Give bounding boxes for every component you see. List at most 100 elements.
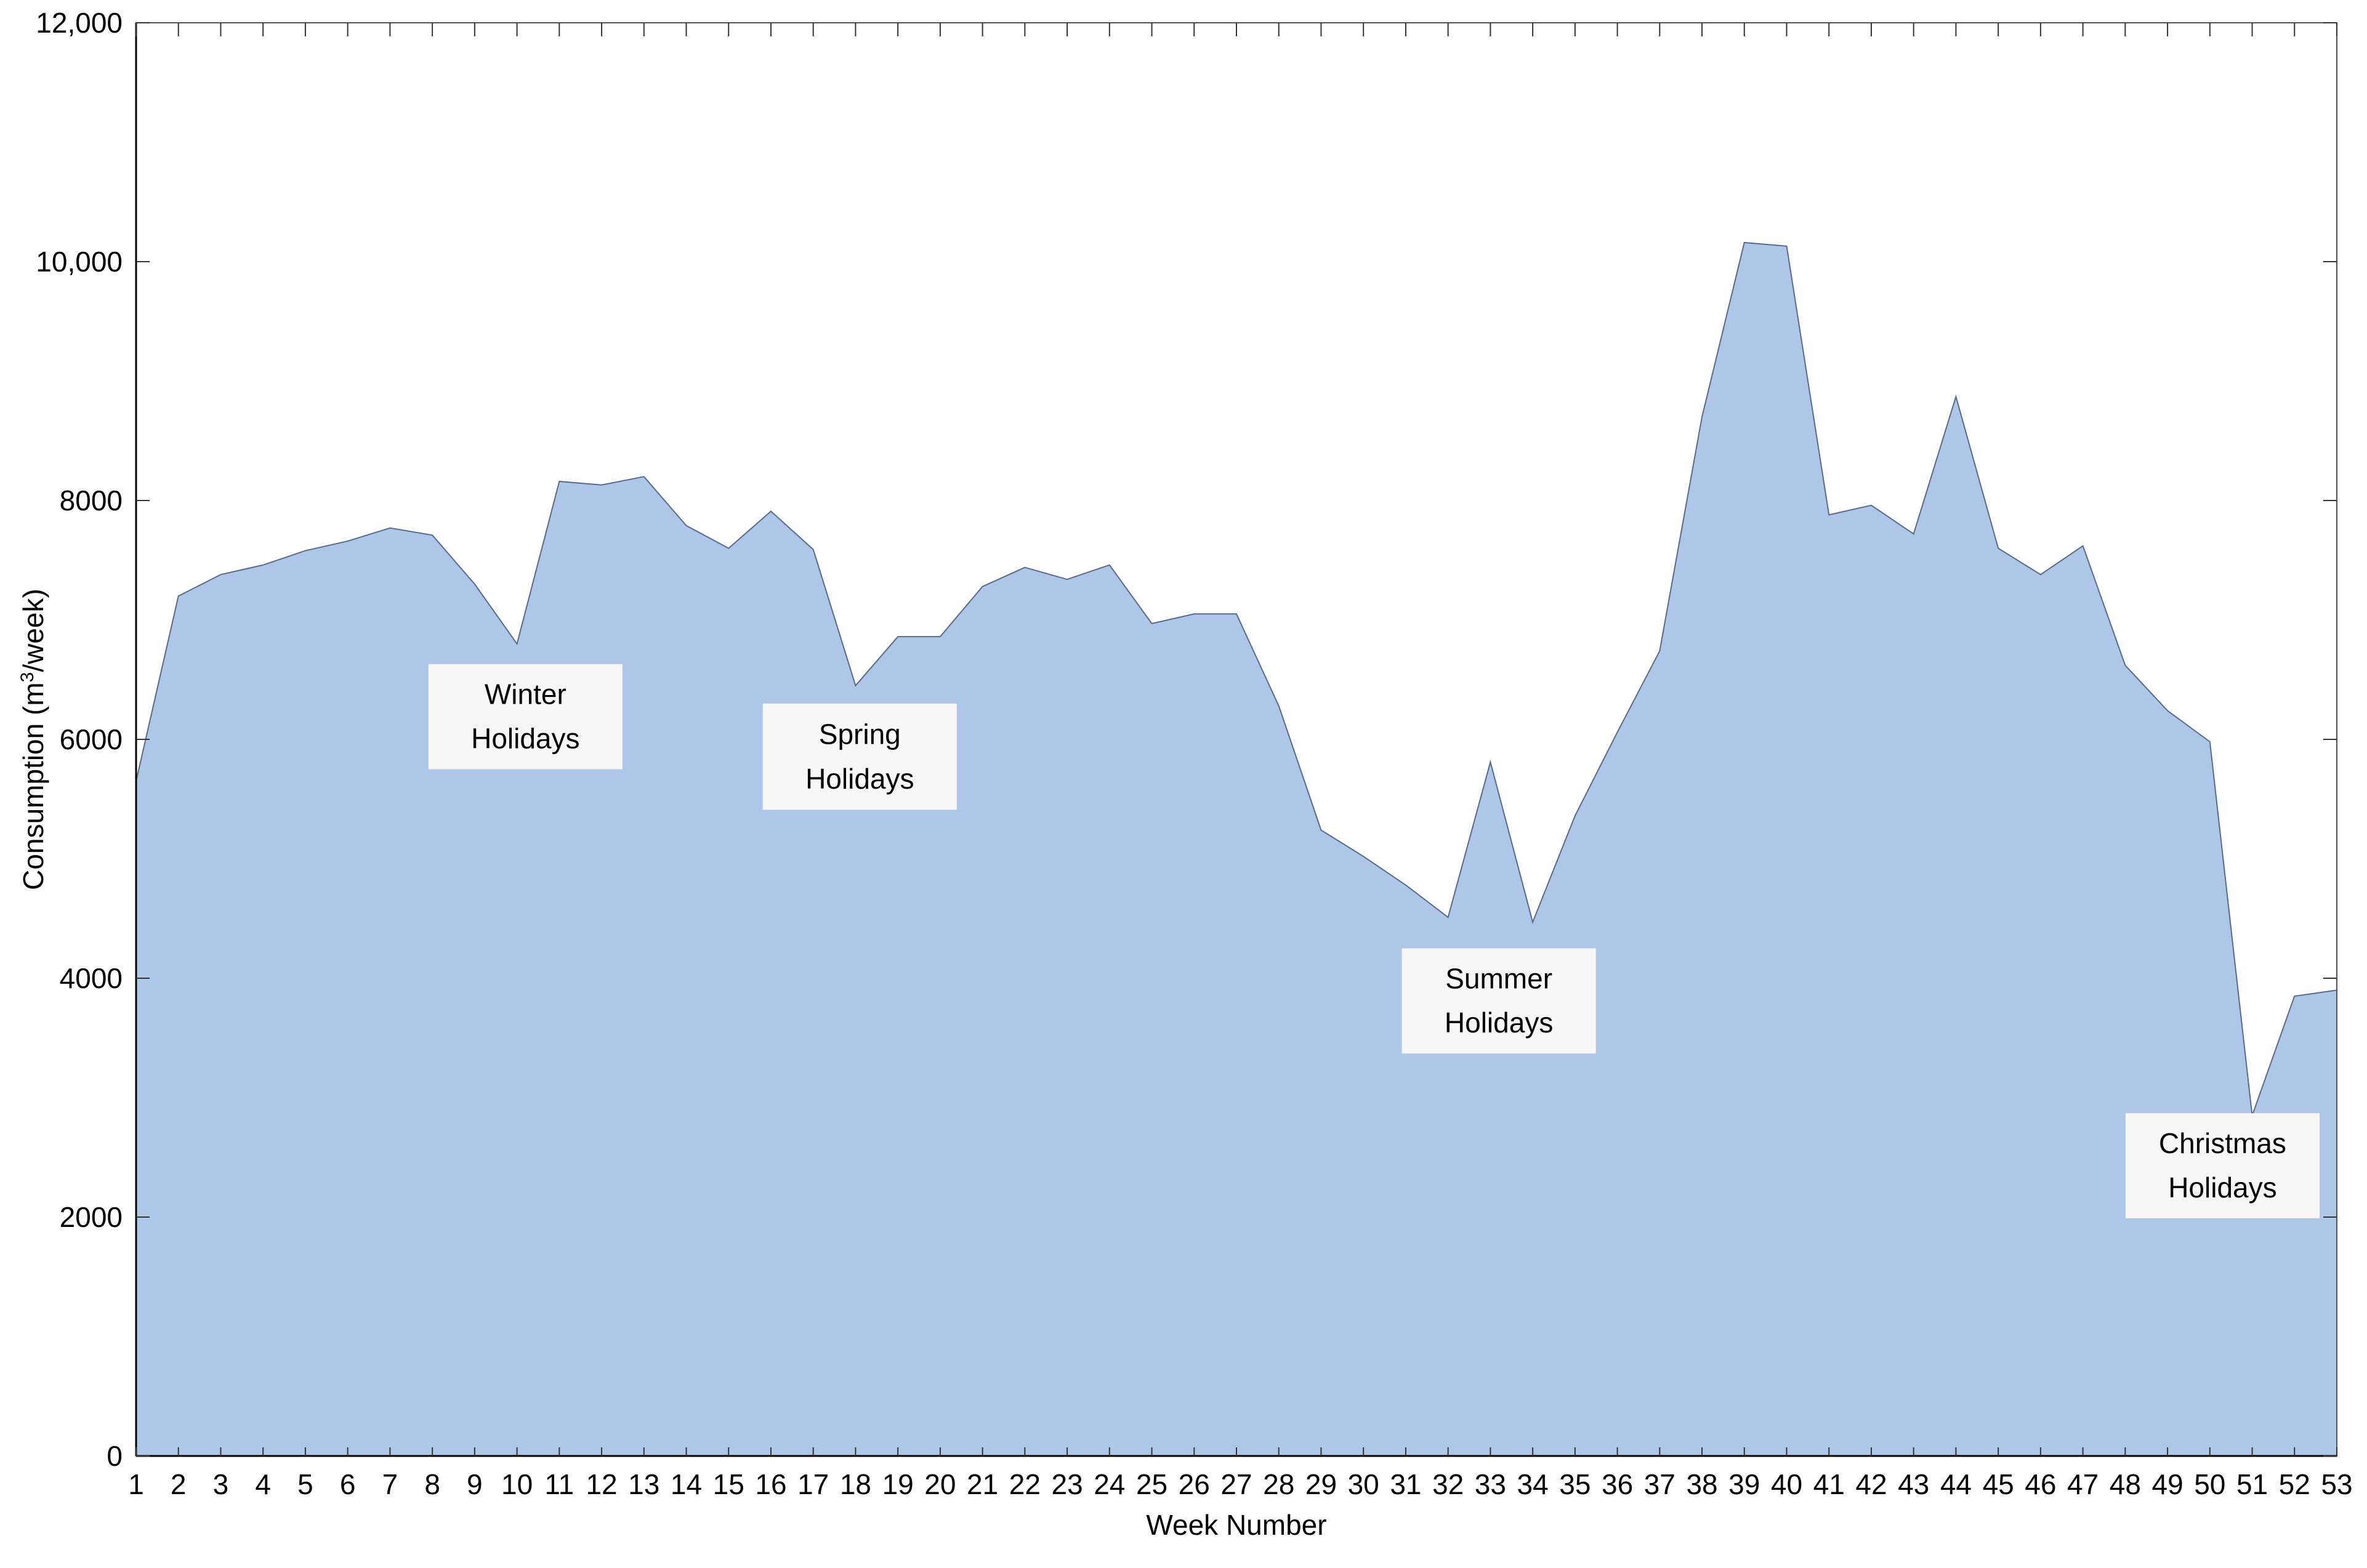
x-tick-label-12: 12 xyxy=(586,1468,617,1500)
annotation-layer: Winter Holidays Spring Holidays Summer Holida… xyxy=(428,664,2320,1218)
x-tick-label-46: 46 xyxy=(2025,1468,2056,1500)
data-point-week-22 xyxy=(1023,566,1026,569)
x-tick-label-10: 10 xyxy=(501,1468,533,1500)
x-tick-label-14: 14 xyxy=(671,1468,702,1500)
data-point-week-10 xyxy=(515,642,519,646)
y-tick-label-10000: 10,000 xyxy=(36,246,123,278)
y-tick-label-2000: 2000 xyxy=(60,1201,123,1233)
x-tick-label-41: 41 xyxy=(1813,1468,1845,1500)
x-tick-label-37: 37 xyxy=(1644,1468,1675,1500)
data-point-week-48 xyxy=(2123,664,2127,667)
x-tick-label-30: 30 xyxy=(1348,1468,1379,1500)
x-tick-label-27: 27 xyxy=(1220,1468,1252,1500)
tick-layer: 1 2 3 4 5 6 7 8 9 10 11 12 13 14 15 16 17 18 19 20 21 22 23 24 2… xyxy=(36,7,2352,1500)
data-point-week-34 xyxy=(1531,920,1534,924)
x-tick-label-48: 48 xyxy=(2110,1468,2141,1500)
x-tick-label-34: 34 xyxy=(1517,1468,1549,1500)
x-tick-label-39: 39 xyxy=(1728,1468,1760,1500)
x-tick-label-17: 17 xyxy=(797,1468,829,1500)
area-line xyxy=(135,241,2337,1116)
data-point-week-35 xyxy=(1573,814,1577,818)
annotation-line1: Spring xyxy=(819,718,901,750)
data-point-week-21 xyxy=(981,585,985,589)
x-tick-label-40: 40 xyxy=(1771,1468,1802,1500)
x-tick-label-5: 5 xyxy=(297,1468,313,1500)
y-tick-label-0: 0 xyxy=(107,1440,123,1472)
x-tick-label-26: 26 xyxy=(1179,1468,1210,1500)
data-point-week-43 xyxy=(1912,532,1916,536)
x-tick-label-32: 32 xyxy=(1432,1468,1464,1500)
x-tick-label-8: 8 xyxy=(424,1468,440,1500)
x-tick-label-21: 21 xyxy=(967,1468,998,1500)
data-point-week-2 xyxy=(177,594,180,598)
data-point-week-52 xyxy=(2292,994,2296,998)
data-point-week-19 xyxy=(896,635,900,638)
data-point-week-9 xyxy=(473,582,477,586)
data-point-week-5 xyxy=(304,549,307,552)
data-point-week-13 xyxy=(642,475,646,478)
x-tick-label-20: 20 xyxy=(924,1468,956,1500)
data-point-week-37 xyxy=(1658,649,1661,653)
annotation-1: Spring Holidays xyxy=(762,703,957,810)
x-tick-label-7: 7 xyxy=(382,1468,398,1500)
annotation-line1: Christmas xyxy=(2159,1127,2286,1159)
data-point-week-12 xyxy=(600,483,603,487)
annotation-line2: Holidays xyxy=(805,763,914,795)
data-point-week-25 xyxy=(1150,622,1154,625)
x-tick-label-51: 51 xyxy=(2236,1468,2268,1500)
y-tick-label-12000: 12,000 xyxy=(36,7,123,39)
x-tick-label-19: 19 xyxy=(882,1468,914,1500)
x-tick-label-24: 24 xyxy=(1094,1468,1125,1500)
data-point-week-49 xyxy=(2166,709,2169,712)
annotation-box xyxy=(762,703,957,810)
x-tick-label-42: 42 xyxy=(1855,1468,1887,1500)
x-tick-label-13: 13 xyxy=(628,1468,659,1500)
data-point-week-20 xyxy=(938,635,942,638)
y-axis-title: Consumption (m3/week) xyxy=(17,589,50,890)
x-tick-label-53: 53 xyxy=(2321,1468,2352,1500)
data-point-week-26 xyxy=(1192,612,1196,616)
x-tick-label-33: 33 xyxy=(1475,1468,1506,1500)
data-point-week-27 xyxy=(1235,612,1238,616)
data-point-week-32 xyxy=(1446,915,1450,919)
data-point-week-14 xyxy=(685,524,688,528)
label-layer: Week Number Consumption (m3/week) xyxy=(17,589,1327,1541)
area-fill xyxy=(136,242,2337,1457)
x-tick-label-49: 49 xyxy=(2151,1468,2183,1500)
data-point-week-16 xyxy=(769,509,773,513)
y-axis-title-tail: /week) xyxy=(17,589,49,672)
data-point-week-36 xyxy=(1616,730,1619,734)
x-tick-label-38: 38 xyxy=(1686,1468,1717,1500)
x-tick-label-15: 15 xyxy=(713,1468,744,1500)
x-tick-label-9: 9 xyxy=(467,1468,483,1500)
data-point-week-39 xyxy=(1743,241,1746,244)
data-point-week-15 xyxy=(727,547,730,550)
x-axis-title: Week Number xyxy=(1146,1509,1326,1541)
x-tick-label-44: 44 xyxy=(1940,1468,1972,1500)
annotation-line2: Holidays xyxy=(1445,1007,1553,1039)
x-tick-label-36: 36 xyxy=(1602,1468,1633,1500)
x-tick-label-50: 50 xyxy=(2194,1468,2225,1500)
data-point-week-4 xyxy=(261,563,265,567)
x-tick-label-1: 1 xyxy=(128,1468,144,1500)
y-axis-title-superscript: 3 xyxy=(17,672,38,683)
x-tick-label-2: 2 xyxy=(171,1468,187,1500)
data-point-week-41 xyxy=(1827,513,1831,517)
annotation-line1: Winter xyxy=(485,678,567,710)
data-point-week-33 xyxy=(1488,760,1492,764)
data-point-week-42 xyxy=(1869,504,1873,507)
area-layer xyxy=(135,241,2337,1457)
data-point-week-18 xyxy=(853,684,857,688)
data-point-week-40 xyxy=(1785,244,1789,248)
annotation-box xyxy=(428,664,623,770)
data-point-week-3 xyxy=(219,573,222,576)
x-tick-label-6: 6 xyxy=(340,1468,356,1500)
x-tick-label-35: 35 xyxy=(1559,1468,1591,1500)
y-tick-label-6000: 6000 xyxy=(60,723,123,755)
x-tick-label-31: 31 xyxy=(1390,1468,1421,1500)
x-tick-label-4: 4 xyxy=(255,1468,271,1500)
data-point-week-31 xyxy=(1404,883,1408,887)
annotation-box xyxy=(1401,948,1596,1054)
